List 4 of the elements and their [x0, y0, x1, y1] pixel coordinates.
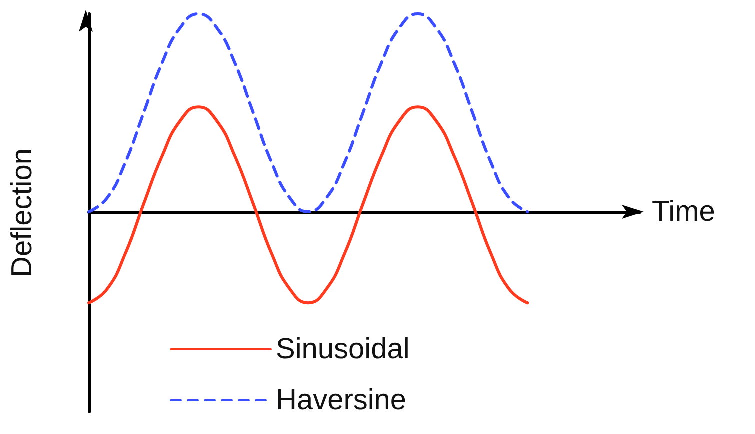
- x-axis-title: Time: [652, 196, 716, 228]
- y-axis-title: Deflection: [6, 148, 38, 278]
- legend-label: Sinusoidal: [276, 334, 410, 366]
- legend-label: Haversine: [276, 384, 407, 416]
